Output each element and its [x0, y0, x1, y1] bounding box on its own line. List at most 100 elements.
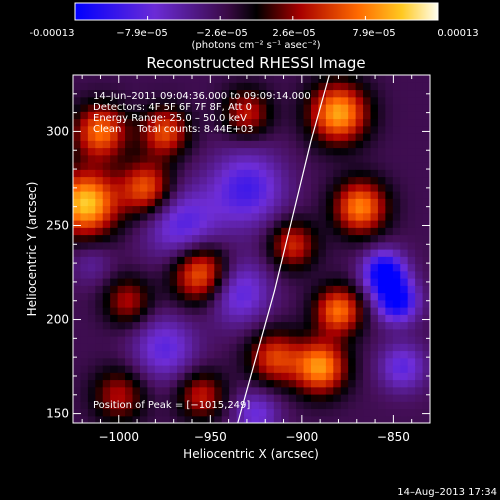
heatmap-cell [206, 191, 215, 199]
heatmap-cell [318, 408, 327, 417]
heatmap-cell [206, 321, 215, 330]
heatmap-cell [325, 394, 334, 402]
heatmap-cell [199, 104, 208, 112]
heatmap-cell [80, 343, 89, 352]
heatmap-cell [110, 176, 119, 185]
heatmap-cell [325, 285, 334, 294]
heatmap-cell [184, 408, 193, 417]
heatmap-cell [132, 270, 141, 279]
heatmap-cell [273, 205, 282, 214]
heatmap-cell [154, 343, 163, 352]
heatmap-cell [184, 292, 193, 301]
heatmap-cell [273, 256, 282, 265]
heatmap-cell [139, 169, 148, 178]
chart-title: Reconstructed RHESSI Image [146, 54, 365, 72]
heatmap-cell [244, 104, 253, 112]
heatmap-cell [407, 307, 416, 315]
heatmap-cell [281, 372, 290, 381]
heatmap-cell [363, 191, 372, 199]
heatmap-cell [169, 350, 178, 359]
heatmap-cell [370, 314, 379, 323]
heatmap-cell [80, 133, 89, 141]
heatmap-cell [177, 220, 186, 228]
heatmap-cell [355, 249, 364, 257]
heatmap-cell [125, 256, 134, 265]
heatmap-cell [80, 176, 89, 185]
heatmap-cell [177, 96, 186, 105]
heatmap-cell [184, 96, 193, 105]
heatmap-cell [110, 198, 119, 207]
heatmap-cell [102, 307, 111, 315]
heatmap-cell [206, 256, 215, 265]
heatmap-cell [95, 365, 104, 373]
heatmap-cell [333, 125, 342, 134]
heatmap-cell [229, 408, 238, 417]
heatmap-cell [102, 162, 111, 170]
heatmap-cell [266, 89, 275, 98]
heatmap-cell [162, 365, 171, 373]
heatmap-cell [288, 401, 297, 410]
heatmap-cell [236, 350, 245, 359]
heatmap-cell [288, 75, 297, 83]
heatmap-cell [87, 82, 96, 91]
heatmap-cell [266, 372, 275, 381]
heatmap-cell [177, 292, 186, 301]
heatmap-cell [281, 169, 290, 178]
heatmap-cell [348, 307, 357, 315]
heatmap-cell [348, 270, 357, 279]
heatmap-cell [95, 249, 104, 257]
heatmap-cell [229, 96, 238, 105]
heatmap-cell [162, 169, 171, 178]
heatmap-cell [348, 205, 357, 214]
heatmap-cell [385, 82, 394, 91]
heatmap-cell [370, 278, 379, 286]
heatmap-cell [244, 386, 253, 395]
heatmap-cell [281, 292, 290, 301]
heatmap-cell [348, 249, 357, 257]
heatmap-cell [95, 227, 104, 236]
heatmap-cell [407, 278, 416, 286]
heatmap-cell [110, 365, 119, 373]
heatmap-cell [407, 336, 416, 344]
heatmap-cell [296, 314, 305, 323]
heatmap-cell [333, 75, 342, 83]
heatmap-cell [258, 198, 267, 207]
heatmap-cell [147, 104, 156, 112]
heatmap-cell [110, 314, 119, 323]
heatmap-cell [266, 401, 275, 410]
heatmap [73, 75, 430, 423]
heatmap-cell [288, 394, 297, 402]
heatmap-cell [229, 82, 238, 91]
heatmap-cell [169, 154, 178, 163]
heatmap-cell [311, 270, 320, 279]
heatmap-cell [132, 198, 141, 207]
heatmap-cell [147, 314, 156, 323]
heatmap-cell [318, 249, 327, 257]
heatmap-cell [199, 111, 208, 120]
heatmap-cell [385, 386, 394, 395]
heatmap-cell [110, 89, 119, 98]
heatmap-cell [333, 89, 342, 98]
heatmap-cell [117, 386, 126, 395]
heatmap-cell [407, 234, 416, 243]
heatmap-cell [80, 292, 89, 301]
heatmap-cell [147, 227, 156, 236]
heatmap-cell [125, 343, 134, 352]
heatmap-cell [407, 321, 416, 330]
heatmap-cell [87, 111, 96, 120]
heatmap-cell [162, 249, 171, 257]
heatmap-cell [125, 350, 134, 359]
heatmap-cell [117, 270, 126, 279]
heatmap-cell [311, 140, 320, 149]
heatmap-cell [80, 307, 89, 315]
heatmap-cell [340, 89, 349, 98]
heatmap-cell [281, 227, 290, 236]
heatmap-cell [311, 328, 320, 337]
heatmap-cell [355, 220, 364, 228]
heatmap-cell [244, 299, 253, 308]
heatmap-cell [184, 285, 193, 294]
heatmap-cell [325, 154, 334, 163]
heatmap-cell [251, 176, 260, 185]
heatmap-cell [377, 292, 386, 301]
heatmap-cell [125, 220, 134, 228]
